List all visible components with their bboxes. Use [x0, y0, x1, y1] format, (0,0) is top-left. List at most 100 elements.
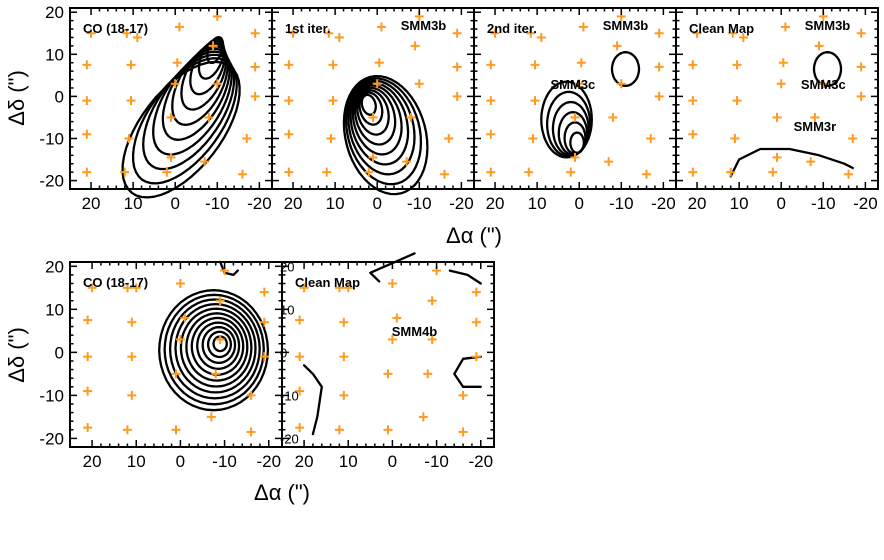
panel-frame [281, 261, 495, 448]
top-pixel-markers-1 [284, 11, 462, 179]
contour-line [152, 50, 233, 156]
top-pixel-markers-3 [688, 11, 866, 179]
contour-line [551, 100, 590, 157]
contour-line [212, 335, 228, 353]
contour-line [545, 90, 592, 158]
contour-line [358, 91, 384, 126]
y-tick-label: -20 [39, 172, 64, 191]
top-x-axis-title: Δα (") [446, 223, 502, 248]
bottom-panel-1: 20 10 0 -10 -20 20 10 0 -10 -20 Clean Map SMM4b [280, 252, 495, 471]
contour-line [557, 111, 589, 156]
bottom-x-axis-title: Δα (") [254, 480, 310, 505]
bottom-panel-0: 20 10 0 -10 -20 20 10 0 -10 -20 CO (18-17) [39, 257, 283, 471]
contour-line [189, 40, 227, 96]
contour-line [161, 47, 231, 141]
x-tick-label: 0 [170, 194, 179, 213]
top-contours-0 [121, 36, 241, 199]
y-tick-label: -10 [39, 386, 64, 405]
x-tick-label: 0 [776, 194, 785, 213]
source-annotation: SMM3c [801, 77, 846, 92]
contour-line [185, 312, 249, 382]
y-tick-label: 20 [45, 3, 64, 22]
x-tick-label: -20 [651, 194, 676, 213]
contour-line [196, 321, 241, 370]
x-tick-label: 0 [176, 452, 185, 471]
contour-line [163, 293, 265, 406]
y-tick-label: 10 [280, 302, 294, 317]
x-tick-label: -20 [449, 194, 474, 213]
contour-line [540, 80, 593, 159]
source-annotation: SMM3b [603, 18, 649, 33]
source-annotation: SMM3b [401, 18, 447, 33]
contour-line [201, 326, 237, 365]
x-tick-label: 10 [326, 194, 345, 213]
top-contours-3 [729, 51, 854, 178]
x-tick-label: -10 [407, 194, 432, 213]
x-tick-label: -10 [811, 194, 836, 213]
x-tick-label: -10 [609, 194, 634, 213]
y-tick-label: -10 [280, 388, 299, 403]
contour-line [171, 44, 229, 126]
contour-line [131, 57, 238, 185]
contour-line [168, 298, 261, 400]
bottom-pixel-markers-0 [83, 266, 269, 437]
x-tick-label: 0 [574, 194, 583, 213]
y-tick-label: 20 [45, 257, 64, 276]
contour-line [219, 260, 239, 277]
x-tick-label: -10 [212, 452, 237, 471]
panel-label: CO (18-17) [83, 21, 148, 36]
x-tick-label: 10 [528, 194, 547, 213]
contour-line [206, 330, 233, 359]
x-tick-label: 10 [339, 452, 358, 471]
panel-label: Clean Map [689, 21, 754, 36]
x-tick-label: -20 [468, 452, 493, 471]
y-tick-label: 0 [55, 343, 64, 362]
contour-line [347, 79, 416, 176]
x-tick-label: 20 [83, 452, 102, 471]
top-panel-0: 20 10 0 -10 -20 20 10 0 -10 -20 CO (18-17) [39, 3, 273, 213]
y-tick-label: 10 [45, 300, 64, 319]
top-panel-2: 20 10 0 -10 -20 2nd iter. SMM3b SMM3c [473, 7, 677, 213]
contour-line [448, 269, 482, 285]
x-tick-label: 20 [82, 194, 101, 213]
y-tick-label: 10 [45, 45, 64, 64]
contour-line [342, 74, 429, 196]
x-tick-label: -20 [247, 194, 272, 213]
x-tick-label: 20 [295, 452, 314, 471]
contour-line [563, 121, 587, 155]
contour-line [302, 364, 323, 436]
x-tick-label: 10 [127, 452, 146, 471]
y-tick-label: 0 [55, 87, 64, 106]
contour-line [360, 93, 377, 116]
contour-line [729, 147, 854, 178]
bottom-y-axis-title: Δδ (") [4, 327, 29, 383]
contour-line [344, 77, 423, 186]
x-tick-label: 0 [388, 452, 397, 471]
source-annotation: SMM3r [794, 119, 837, 134]
x-tick-label: -20 [853, 194, 878, 213]
x-tick-label: -10 [424, 452, 449, 471]
y-tick-label: -10 [39, 129, 64, 148]
panel-label: Clean Map [295, 275, 360, 290]
contour-line [158, 289, 270, 412]
contour-line [369, 252, 416, 283]
source-annotation: SMM3c [550, 77, 595, 92]
bottom-contours-1 [302, 252, 482, 436]
top-panel-1: 20 10 0 -10 -20 1st iter. SMM3b [271, 7, 475, 213]
contour-line [179, 307, 253, 388]
contour-line [351, 84, 403, 156]
y-tick-label: 20 [280, 259, 294, 274]
contour-line [349, 82, 410, 166]
contour-line [610, 51, 641, 88]
x-tick-label: 0 [372, 194, 381, 213]
top-pixel-markers-2 [486, 11, 664, 179]
panel-label: 1st iter. [285, 21, 331, 36]
y-tick-label: 0 [280, 345, 287, 360]
contour-line [353, 86, 397, 146]
bottom-contours-0 [158, 260, 270, 412]
contour-line [174, 302, 257, 394]
y-tick-label: -20 [280, 431, 299, 446]
contour-line [453, 355, 482, 388]
contour-line [356, 89, 390, 136]
